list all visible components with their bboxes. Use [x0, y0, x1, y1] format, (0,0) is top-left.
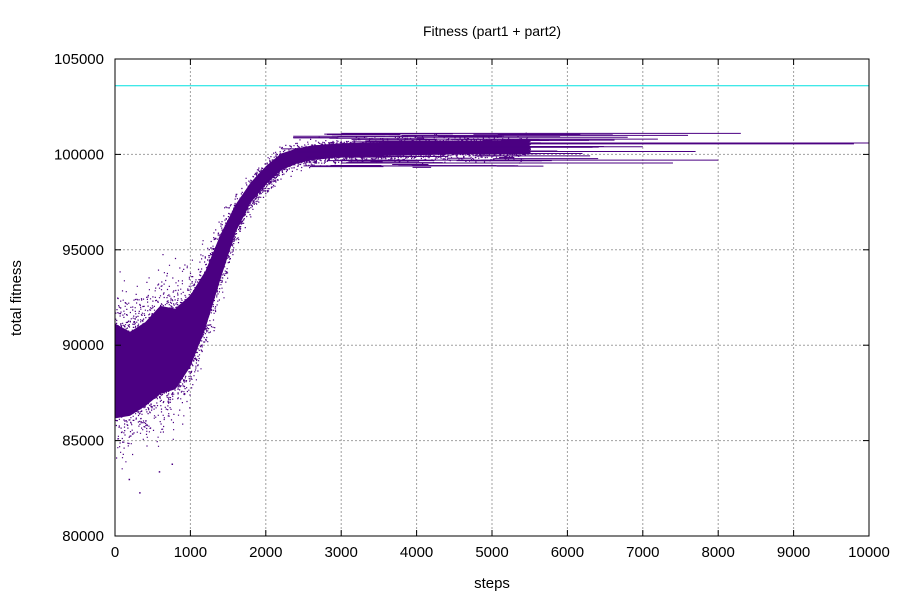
data-points	[115, 132, 531, 494]
chart-title: Fitness (part1 + part2)	[423, 23, 561, 39]
x-axis-label: steps	[474, 575, 510, 592]
horizontal-segments	[281, 132, 869, 168]
outlier-point	[128, 478, 131, 481]
x-tick-label: 1000	[174, 544, 207, 561]
point-cloud-core	[115, 141, 530, 419]
x-tick-label: 0	[111, 544, 119, 561]
x-tick-label: 8000	[702, 544, 735, 561]
x-tick-label: 5000	[475, 544, 508, 561]
x-tick-label: 2000	[249, 544, 282, 561]
outlier-point	[158, 471, 161, 473]
outlier-point	[139, 492, 141, 494]
x-tick-label: 6000	[551, 544, 584, 561]
x-tick-label: 9000	[777, 544, 810, 561]
y-tick-label: 95000	[62, 242, 104, 259]
y-tick-label: 85000	[62, 433, 104, 450]
y-tick-label: 90000	[62, 337, 104, 354]
y-tick-label: 105000	[54, 51, 104, 68]
axis-ticks: 0 1000 2000 3000 4000 5000 6000 7000 8000 9000 100…	[54, 51, 890, 561]
x-tick-label: 4000	[400, 544, 433, 561]
grid-lines	[115, 59, 869, 536]
y-tick-label: 80000	[62, 528, 104, 545]
y-tick-label: 100000	[54, 146, 104, 163]
x-tick-label: 3000	[325, 544, 358, 561]
outlier-point	[171, 463, 174, 465]
x-tick-label: 7000	[626, 544, 659, 561]
y-axis-label: total fitness	[8, 260, 25, 336]
x-tick-label: 10000	[848, 544, 890, 561]
